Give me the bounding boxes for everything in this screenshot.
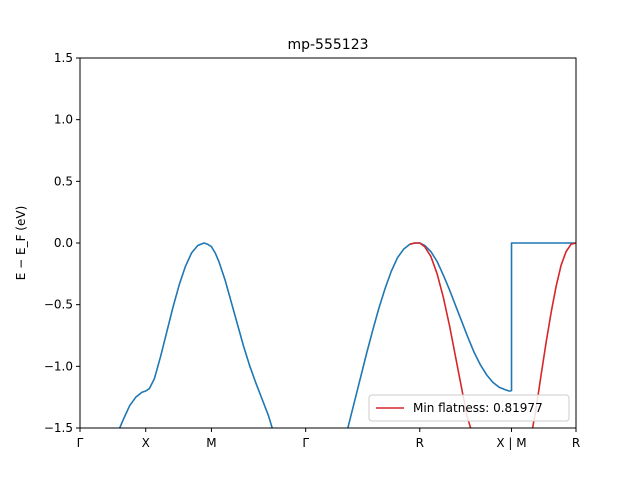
y-tick-label: −0.5 <box>44 298 73 312</box>
y-tick-label: 0.0 <box>54 236 73 250</box>
legend-entry: Min flatness: 0.81977 <box>413 401 543 415</box>
x-tick-label: R <box>416 436 424 450</box>
chart-title: mp-555123 <box>287 37 368 53</box>
band-line-1-0 <box>409 242 472 428</box>
x-tick-label: X <box>142 436 150 450</box>
band-line-0-0 <box>118 242 273 428</box>
x-tick-label: Γ <box>77 436 84 450</box>
x-tick-label: Γ <box>302 436 309 450</box>
x-tick-label: M <box>206 436 216 450</box>
y-axis-label: E − E_F (eV) <box>14 206 28 281</box>
band-line-1-1 <box>531 242 576 428</box>
band-line-0-1 <box>347 242 512 428</box>
x-tick-label: R <box>572 436 580 450</box>
axes-frame <box>79 57 577 429</box>
legend: Min flatness: 0.81977 <box>368 394 570 422</box>
y-tick-label: 1.0 <box>54 113 73 127</box>
y-tick-label: −1.5 <box>44 421 73 435</box>
x-tick-label: X | M <box>496 436 526 450</box>
y-tick-label: 1.5 <box>54 51 73 65</box>
y-tick-label: −1.0 <box>44 359 73 373</box>
band-line-0-2 <box>510 242 576 391</box>
axis-ticks: 1.5 1.0 0.5 0.0 −0.5 −1.0 −1.5 Γ X M Γ R X | M R <box>44 51 580 450</box>
y-tick-label: 0.5 <box>54 174 73 188</box>
plot-area <box>118 242 576 428</box>
legend-box <box>368 394 570 422</box>
